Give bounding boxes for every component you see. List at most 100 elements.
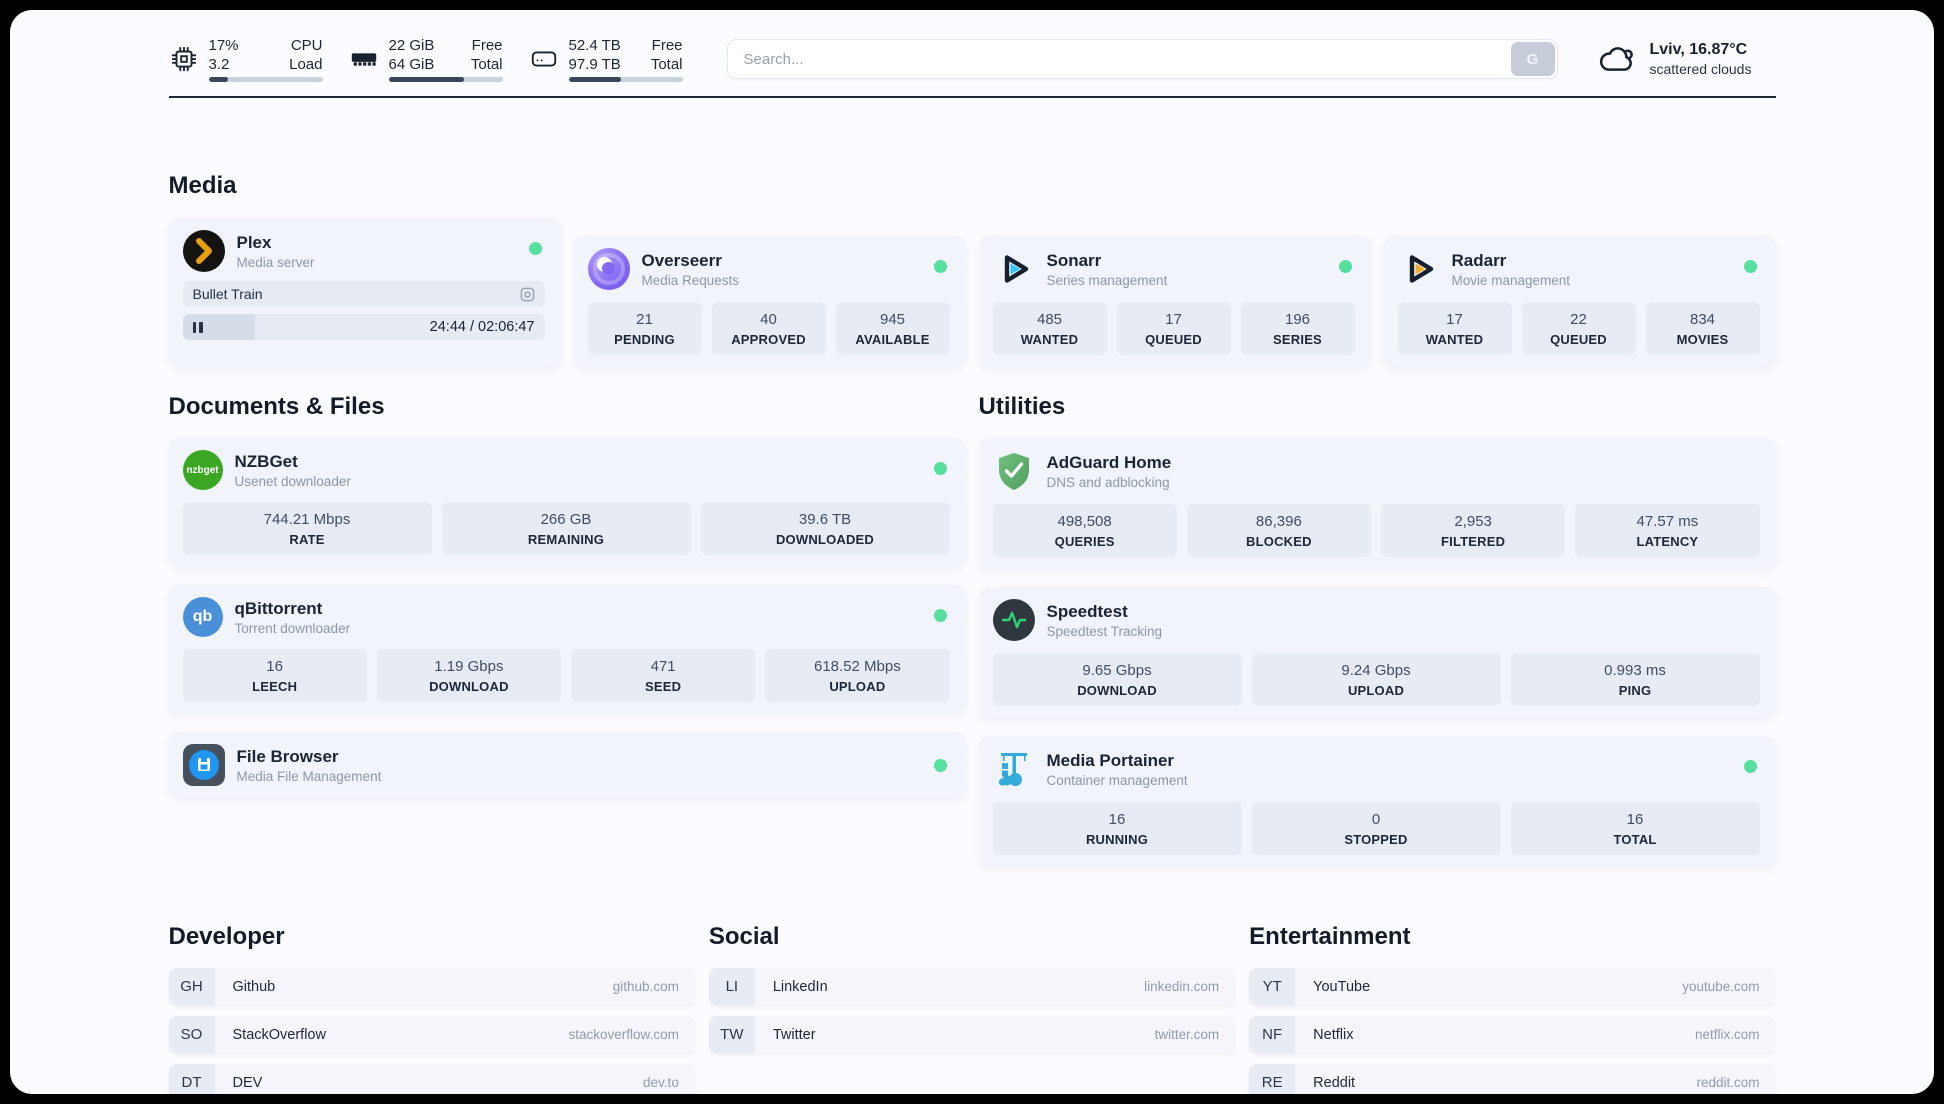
app-subtitle: Media File Management	[236, 768, 382, 784]
bookmark-url: dev.to	[643, 1075, 679, 1090]
adguard-icon	[993, 450, 1035, 492]
weather-condition: scattered clouds	[1649, 61, 1752, 77]
bookmark-name: YouTube	[1313, 978, 1371, 995]
bookmark-url: netflix.com	[1694, 1027, 1760, 1042]
cpu-percent: 17%	[208, 37, 239, 54]
ram-icon	[351, 53, 376, 66]
app-name: Sonarr	[1046, 250, 1102, 270]
portainer-card[interactable]: Media Portainer Container management 16 R…	[978, 736, 1776, 867]
stat-download: 9.65 Gbps DOWNLOAD	[992, 653, 1242, 706]
sonarr-card[interactable]: Sonarr Series management 485 WANTED 17 QUE…	[978, 236, 1371, 367]
search-engine-button[interactable]: G	[1510, 42, 1555, 76]
pause-button[interactable]	[192, 321, 203, 333]
bookmark-netflix[interactable]: NF Netflix netflix.com	[1249, 1016, 1776, 1053]
bookmark-youtube[interactable]: YT YouTube youtube.com	[1249, 968, 1776, 1005]
dashboard-page: 17% CPU 3.2 Load	[10, 10, 1934, 1094]
bookmark-stackoverflow[interactable]: SO StackOverflow stackoverflow.com	[168, 1016, 695, 1053]
status-dot	[1743, 260, 1757, 273]
entertainment-section-title: Entertainment	[1249, 923, 1411, 950]
app-subtitle: Series management	[1046, 272, 1168, 288]
ram-stat: 22 GiB Free 64 GiB Total	[349, 36, 503, 82]
bookmark-linkedin[interactable]: LI LinkedIn linkedin.com	[708, 968, 1236, 1005]
nzbget-card[interactable]: nzbget NZBGet Usenet downloader 744.21 M…	[168, 438, 966, 567]
developer-section: Developer GH Github github.com SO StackO…	[168, 923, 695, 1094]
overseerr-card[interactable]: Overseerr Media Requests 21 PENDING 40 APP…	[573, 236, 966, 367]
bookmark-abbr: GH	[168, 968, 215, 1005]
header-divider	[168, 96, 1776, 98]
bookmark-url: github.com	[612, 979, 679, 994]
speedtest-icon	[992, 599, 1035, 641]
bookmark-abbr: DT	[168, 1064, 215, 1094]
status-dot	[933, 759, 947, 772]
bookmark-dev[interactable]: DT DEV dev.to	[168, 1064, 695, 1094]
cpu-icon	[171, 46, 196, 72]
portainer-icon	[993, 748, 1035, 790]
stat-wanted: 17 WANTED	[1397, 302, 1512, 355]
search-input[interactable]	[726, 39, 1558, 79]
bookmark-name: StackOverflow	[232, 1026, 326, 1043]
stat-movies: 834 MOVIES	[1645, 302, 1760, 355]
stat-queries: 498,508 QUERIES	[992, 504, 1177, 557]
disk-stat: 52.4 TB Free 97.9 TB Total	[529, 36, 683, 82]
bookmark-abbr: YT	[1249, 968, 1296, 1005]
stat-filtered: 2,953 FILTERED	[1381, 504, 1566, 557]
app-subtitle: Usenet downloader	[234, 473, 351, 489]
qbittorrent-card[interactable]: qb qBittorrent Torrent downloader 16 LEEC…	[168, 585, 966, 714]
disk-free-label: Free	[651, 37, 683, 54]
filebrowser-card[interactable]: File Browser Media File Management	[168, 732, 966, 798]
plex-card[interactable]: Plex Media server Bullet Train 24:44 / 0…	[168, 218, 561, 367]
app-name: NZBGet	[234, 451, 298, 471]
ram-free-label: Free	[471, 37, 503, 54]
documents-section-title: Documents & Files	[168, 393, 385, 420]
app-subtitle: Media server	[236, 254, 315, 270]
developer-section-title: Developer	[168, 923, 285, 950]
weather-widget: Lviv, 16.87°C scattered clouds	[1598, 40, 1776, 78]
status-dot	[933, 462, 947, 475]
stat-remaining: 266 GB REMAINING	[441, 502, 691, 555]
player-row: 24:44 / 02:06:47	[182, 314, 545, 340]
app-subtitle: Torrent downloader	[234, 620, 351, 636]
ram-progress-bar	[388, 77, 503, 82]
stat-upload: 618.52 Mbps UPLOAD	[765, 649, 950, 702]
radarr-card[interactable]: Radarr Movie management 17 WANTED 22 QUEUE…	[1383, 236, 1776, 367]
adguard-card[interactable]: AdGuard Home DNS and adblocking 498,508 Q…	[978, 438, 1776, 569]
ram-free-value: 22 GiB	[388, 37, 435, 54]
status-dot	[528, 242, 542, 255]
stat-running: 16 RUNNING	[992, 802, 1242, 855]
app-name: File Browser	[236, 746, 339, 766]
bookmark-name: Github	[232, 978, 276, 995]
status-dot	[1338, 260, 1352, 273]
app-subtitle: Speedtest Tracking	[1046, 623, 1163, 639]
bookmark-name: LinkedIn	[772, 978, 828, 995]
stat-latency: 47.57 ms LATENCY	[1575, 504, 1760, 557]
stat-total: 16 TOTAL	[1510, 802, 1760, 855]
entertainment-section: Entertainment YT YouTube youtube.com NF …	[1249, 923, 1776, 1094]
media-section-title: Media	[168, 172, 237, 199]
bookmark-reddit[interactable]: RE Reddit reddit.com	[1249, 1064, 1776, 1094]
playback-time: 24:44 / 02:06:47	[429, 319, 535, 335]
app-name: Speedtest	[1046, 601, 1128, 621]
bookmark-url: twitter.com	[1154, 1027, 1220, 1042]
cpu-progress-bar	[208, 77, 323, 82]
weather-location-temp: Lviv, 16.87°C	[1649, 41, 1748, 58]
cpu-load-value: 3.2	[208, 56, 230, 73]
ram-total-label: Total	[470, 56, 503, 73]
bookmark-twitter[interactable]: TW Twitter twitter.com	[708, 1016, 1236, 1053]
app-name: Media Portainer	[1046, 750, 1175, 770]
stat-series: 196 SERIES	[1240, 302, 1355, 355]
speedtest-card[interactable]: Speedtest Speedtest Tracking 9.65 Gbps DO…	[978, 587, 1776, 718]
filebrowser-icon	[182, 744, 225, 786]
status-dot	[933, 609, 947, 622]
bookmark-url: youtube.com	[1682, 979, 1760, 994]
bookmark-name: DEV	[232, 1074, 263, 1091]
nzbget-icon: nzbget	[182, 450, 223, 490]
disk-icon	[531, 51, 556, 67]
disk-total-label: Total	[650, 56, 683, 73]
social-section-title: Social	[708, 923, 780, 950]
bookmark-github[interactable]: GH Github github.com	[168, 968, 695, 1005]
stat-download: 1.19 Gbps DOWNLOAD	[376, 649, 561, 702]
bookmark-name: Twitter	[772, 1026, 816, 1043]
bookmark-name: Netflix	[1313, 1026, 1354, 1043]
status-dot	[933, 260, 947, 273]
disk-total-value: 97.9 TB	[568, 56, 621, 73]
